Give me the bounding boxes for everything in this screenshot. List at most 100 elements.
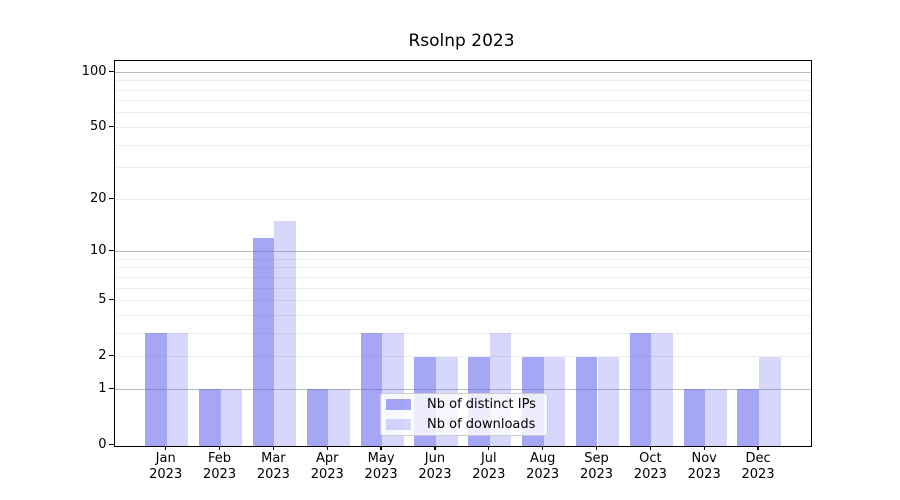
x-tick-mark bbox=[272, 445, 275, 451]
x-tick-mark bbox=[218, 445, 221, 451]
bar-may-2023-nb-of-distinct-ips bbox=[360, 333, 383, 446]
x-tick-label-line: Dec bbox=[745, 451, 771, 466]
legend-item-distinct-ips: Nb of distinct IPs bbox=[386, 394, 547, 414]
x-tick-label-line: Feb bbox=[208, 451, 232, 466]
bar-nov-2023-nb-of-distinct-ips bbox=[683, 389, 706, 446]
gridline-minor bbox=[114, 276, 811, 278]
x-tick-label-jan-2023: Jan 2023 bbox=[136, 451, 196, 483]
x-tick-label-line: May bbox=[367, 451, 395, 466]
gridline-minor bbox=[114, 267, 811, 269]
x-tick-label-jul-2023: Jul 2023 bbox=[459, 451, 519, 483]
legend-item-downloads: Nb of downloads bbox=[386, 414, 547, 434]
x-tick-label-line: Apr bbox=[316, 451, 339, 466]
bar-aug-2023-nb-of-downloads bbox=[543, 356, 566, 446]
bar-mar-2023-nb-of-distinct-ips bbox=[252, 238, 275, 446]
gridline-minor bbox=[114, 100, 811, 102]
x-tick-label-line: Sep bbox=[584, 451, 609, 466]
x-tick-label-line: Nov bbox=[691, 451, 717, 466]
x-tick-label-feb-2023: Feb 2023 bbox=[190, 451, 250, 483]
x-tick-label-aug-2023: Aug 2023 bbox=[513, 451, 573, 483]
y-tick-label: 5 bbox=[98, 292, 107, 308]
y-tick-mark bbox=[109, 125, 114, 128]
bar-jan-2023-nb-of-downloads bbox=[166, 333, 189, 446]
legend-swatch-downloads bbox=[386, 419, 411, 430]
bar-dec-2023-nb-of-distinct-ips bbox=[737, 389, 760, 446]
bar-mar-2023-nb-of-downloads bbox=[274, 221, 296, 446]
bar-oct-2023-nb-of-downloads bbox=[651, 333, 673, 446]
gridline-major bbox=[114, 251, 811, 253]
x-tick-label-line: Aug bbox=[529, 451, 556, 466]
legend-swatch-distinct-ips bbox=[386, 399, 411, 410]
x-tick-mark bbox=[380, 445, 382, 451]
bar-nov-2023-nb-of-downloads bbox=[705, 389, 727, 446]
gridline-minor bbox=[114, 314, 811, 316]
x-tick-label-line: 2023 bbox=[687, 467, 721, 482]
gridline-minor bbox=[114, 198, 811, 200]
x-tick-label-line: 2023 bbox=[472, 467, 506, 482]
y-tick-label: 0 bbox=[98, 437, 107, 452]
y-tick-mark bbox=[109, 197, 114, 199]
x-tick-label-line: 2023 bbox=[526, 467, 560, 482]
x-tick-label-line: 2023 bbox=[579, 467, 614, 482]
x-tick-label-may-2023: May 2023 bbox=[351, 451, 411, 483]
y-tick-label: 1 bbox=[98, 380, 107, 396]
x-tick-label-line: Jul bbox=[480, 451, 497, 466]
x-tick-label-sep-2023: Sep 2023 bbox=[567, 451, 627, 483]
gridline-major bbox=[114, 388, 811, 390]
x-tick-label-mar-2023: Mar 2023 bbox=[243, 451, 303, 483]
gridline-minor bbox=[114, 126, 811, 128]
x-tick-label-apr-2023: Apr 2023 bbox=[297, 451, 357, 483]
gridline-minor bbox=[114, 300, 811, 302]
x-tick-label-jun-2023: Jun 2023 bbox=[405, 451, 465, 483]
gridline-minor bbox=[114, 167, 811, 169]
x-tick-label-line: 2023 bbox=[633, 467, 667, 482]
plot-area: Nb of distinct IPs Nb of downloads bbox=[113, 60, 812, 447]
x-tick-mark bbox=[757, 445, 759, 451]
x-tick-mark bbox=[326, 445, 328, 451]
bar-sep-2023-nb-of-distinct-ips bbox=[575, 356, 598, 446]
bar-jan-2023-nb-of-distinct-ips bbox=[145, 333, 167, 446]
gridline-minor bbox=[114, 356, 811, 358]
bar-apr-2023-nb-of-downloads bbox=[328, 389, 350, 446]
y-tick-mark bbox=[109, 354, 114, 357]
gridline-minor bbox=[114, 258, 811, 260]
x-tick-label-line: 2023 bbox=[256, 467, 290, 482]
y-tick-mark bbox=[109, 298, 114, 301]
y-tick-label: 2 bbox=[98, 348, 107, 364]
gridline-major bbox=[114, 71, 811, 73]
gridline-minor bbox=[114, 144, 811, 146]
bar-dec-2023-nb-of-downloads bbox=[759, 356, 781, 446]
x-tick-label-line: 2023 bbox=[310, 467, 344, 482]
x-tick-mark bbox=[595, 445, 598, 451]
bar-oct-2023-nb-of-distinct-ips bbox=[629, 333, 652, 446]
gridline-minor bbox=[114, 332, 811, 334]
x-tick-label-line: 2023 bbox=[741, 467, 775, 482]
x-tick-mark bbox=[165, 445, 167, 451]
x-tick-mark bbox=[541, 445, 544, 451]
y-tick-mark bbox=[109, 443, 114, 446]
bar-sep-2023-nb-of-downloads bbox=[597, 356, 620, 446]
gridline-minor bbox=[114, 287, 811, 289]
y-tick-label: 10 bbox=[89, 243, 107, 259]
chart-title: Rsolnp 2023 bbox=[408, 31, 515, 51]
gridline-minor bbox=[114, 80, 811, 82]
y-tick-mark bbox=[109, 387, 114, 390]
bar-apr-2023-nb-of-distinct-ips bbox=[306, 389, 329, 446]
x-tick-label-line: Jan bbox=[155, 451, 176, 466]
x-tick-label-line: Mar bbox=[261, 451, 286, 466]
bar-feb-2023-nb-of-downloads bbox=[220, 389, 243, 446]
y-tick-label: 50 bbox=[89, 118, 107, 134]
gridline-minor bbox=[114, 89, 811, 91]
x-tick-label-dec-2023: Dec 2023 bbox=[728, 451, 788, 483]
x-tick-label-line: 2023 bbox=[364, 467, 398, 482]
x-tick-label-line: Jun bbox=[424, 451, 446, 466]
gridline-minor bbox=[114, 112, 811, 114]
x-tick-label-line: Oct bbox=[639, 451, 662, 466]
x-tick-mark bbox=[649, 445, 652, 451]
legend: Nb of distinct IPs Nb of downloads bbox=[380, 393, 548, 436]
x-tick-label-line: 2023 bbox=[418, 467, 452, 482]
legend-label-distinct-ips: Nb of distinct IPs bbox=[427, 396, 536, 412]
x-tick-mark bbox=[488, 445, 490, 451]
x-tick-label-oct-2023: Oct 2023 bbox=[620, 451, 680, 483]
